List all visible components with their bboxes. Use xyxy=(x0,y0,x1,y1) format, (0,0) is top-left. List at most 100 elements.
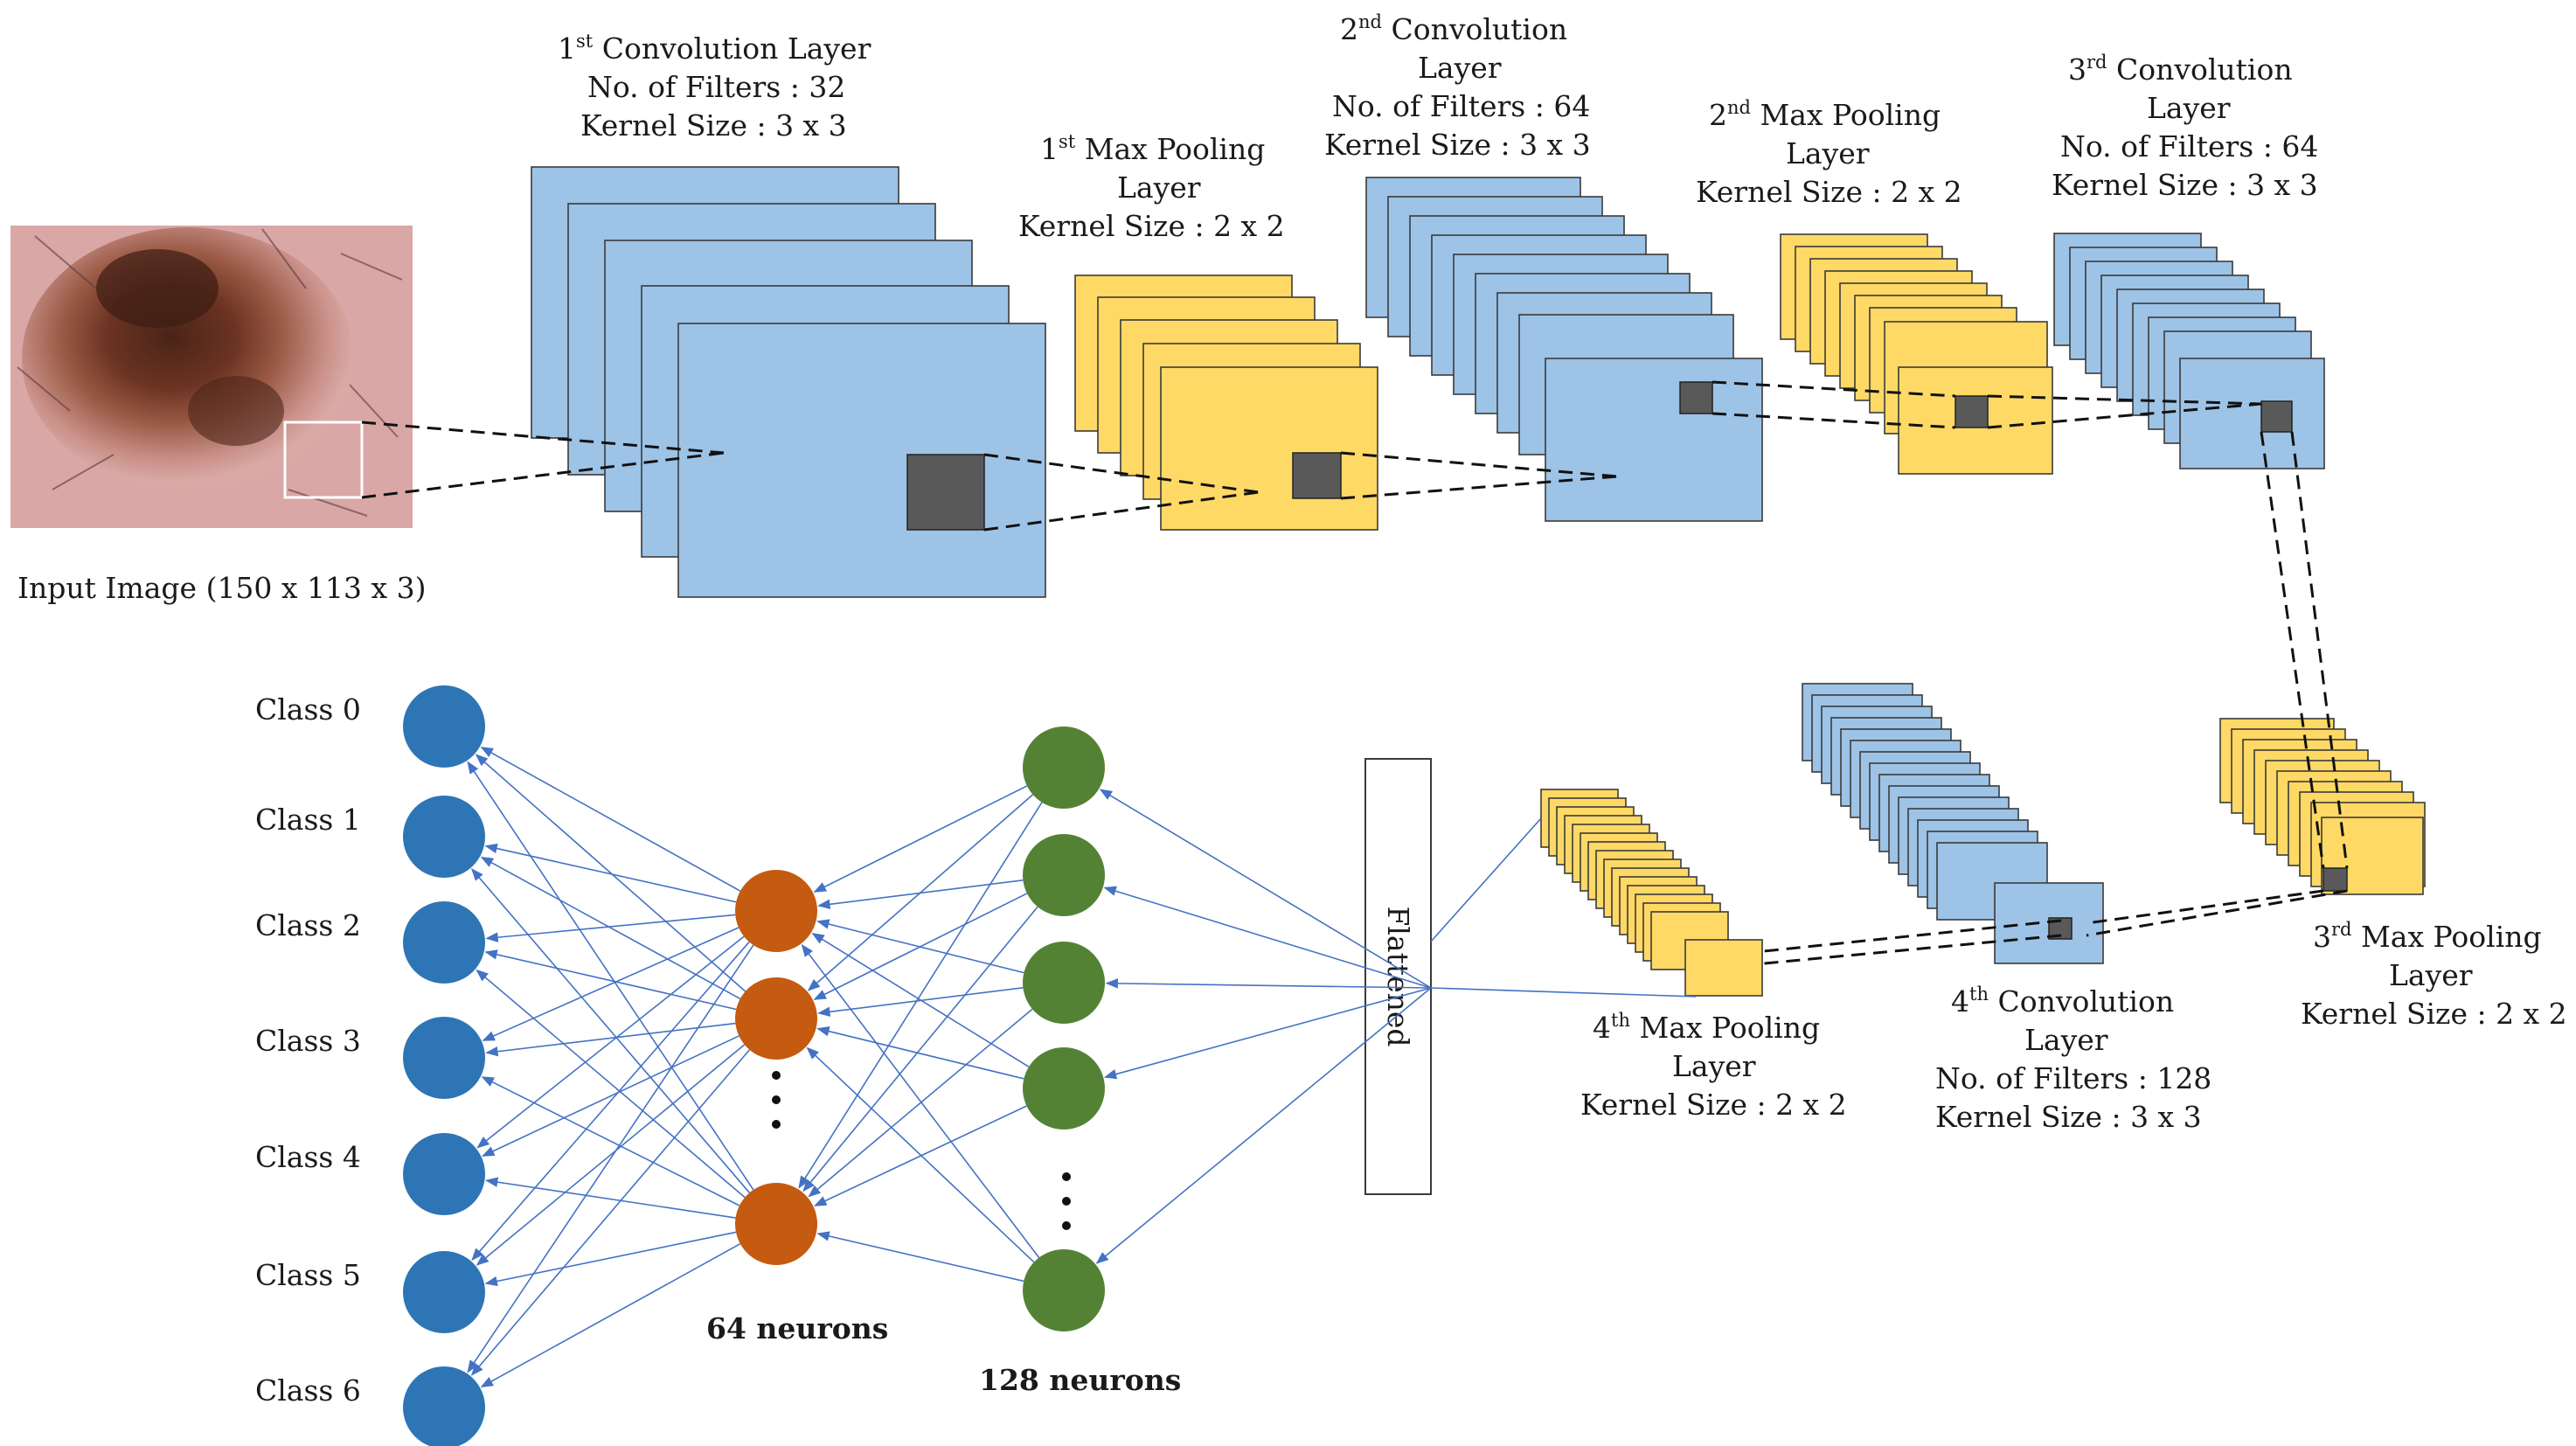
class-label-1: Class 1 xyxy=(255,803,361,837)
dense64-to-output-connection xyxy=(485,914,736,942)
projection-lines xyxy=(361,380,2349,965)
pool1-kernel: Kernel Size : 2 x 2 xyxy=(1018,209,1285,243)
dense-neurons xyxy=(403,685,1105,1446)
pool2-stack xyxy=(1780,233,2053,475)
pool2-line2: Layer xyxy=(1786,136,1870,170)
dense128-label: 128 neurons xyxy=(979,1363,1181,1397)
dense64-to-output-connection xyxy=(481,1076,740,1206)
pool1-title: 1st Max Pooling xyxy=(1040,131,1265,166)
dense64-to-output-connection xyxy=(480,1243,741,1387)
conv3-filters: No. of Filters : 64 xyxy=(2060,129,2318,163)
flatten-to-dense128-connection xyxy=(1095,987,1432,1264)
dense128-to-dense64-connection xyxy=(801,943,1040,1259)
output-neuron-3 xyxy=(403,1017,485,1099)
conv2-filters: No. of Filters : 64 xyxy=(1332,89,1590,123)
pool4-to-flatten-lines xyxy=(1430,817,1697,998)
output-neuron-5 xyxy=(403,1251,485,1333)
dense64-to-output-connection xyxy=(476,1044,746,1266)
conv1-stack xyxy=(531,166,1046,598)
conv4-title: 4th Convolution xyxy=(1951,984,2174,1018)
flatten-label: Flattened xyxy=(1381,906,1415,1046)
conv3-kernel: Kernel Size : 3 x 3 xyxy=(2052,168,2318,202)
class-label-2: Class 2 xyxy=(255,908,361,942)
class-labels: Class 0 Class 1 Class 2 Class 3 Class 4 Class… xyxy=(255,692,361,1408)
flatten-to-dense128-connection xyxy=(1103,987,1432,1080)
pool4-line2: Layer xyxy=(1672,1049,1756,1083)
dense64-to-output-connection xyxy=(480,856,741,1000)
flatten-to-dense128-connection xyxy=(1099,789,1432,989)
dense128-to-dense64-connection xyxy=(798,802,1043,1189)
dense128-to-dense64-connection xyxy=(811,932,1030,1068)
pool4-stack xyxy=(1540,789,1763,997)
dense-connections xyxy=(467,747,1432,1387)
pool2-title: 2nd Max Pooling xyxy=(1709,97,1941,132)
output-neuron-4 xyxy=(403,1133,485,1215)
dense64-label: 64 neurons xyxy=(706,1311,888,1345)
dense128-to-dense64-connection xyxy=(808,1008,1033,1198)
pool3-feature-patch xyxy=(2323,867,2348,892)
conv2-line2: Layer xyxy=(1418,51,1502,85)
dense128-neuron xyxy=(1023,1249,1105,1331)
conv4-line2: Layer xyxy=(2024,1023,2108,1057)
input-receptive-field xyxy=(283,421,364,499)
conv2-feature-patch xyxy=(1679,381,1713,414)
class-label-3: Class 3 xyxy=(255,1024,361,1058)
conv4-kernel: Kernel Size : 3 x 3 xyxy=(1935,1100,2202,1134)
conv2-stack xyxy=(1365,177,1763,522)
dense64-to-output-connection xyxy=(467,761,754,1191)
output-neuron-0 xyxy=(403,685,485,768)
flatten-to-dense128-connection xyxy=(1105,978,1432,989)
output-neuron-6 xyxy=(403,1366,485,1446)
output-neuron-1 xyxy=(403,796,485,878)
conv4-stack xyxy=(1802,683,2104,964)
dense128-to-dense64-connection xyxy=(816,1231,1024,1283)
pool3-stack xyxy=(2219,718,2426,895)
dense64-to-output-connection xyxy=(484,1231,737,1287)
conv3-line2: Layer xyxy=(2147,91,2231,125)
conv3-feature-patch xyxy=(2260,400,2293,433)
conv4-filters: No. of Filters : 128 xyxy=(1935,1061,2211,1095)
dense64-to-output-connection xyxy=(470,868,751,1193)
conv3-title: 3rd Convolution xyxy=(2068,52,2293,87)
dense64-to-output-connection xyxy=(476,969,746,1199)
conv3-stack xyxy=(2053,233,2325,469)
dense128-ellipsis xyxy=(1062,1172,1071,1230)
conv1-feature-patch xyxy=(906,454,985,531)
output-neuron-2 xyxy=(403,901,485,984)
dense64-neuron xyxy=(735,870,817,952)
dense64-to-output-connection xyxy=(471,941,750,1262)
class-label-6: Class 6 xyxy=(255,1373,361,1408)
pool4-title: 4th Max Pooling xyxy=(1593,1010,1820,1045)
dense64-to-output-connection xyxy=(485,1177,736,1219)
dense128-to-dense64-connection xyxy=(813,785,1028,893)
pool4-kernel: Kernel Size : 2 x 2 xyxy=(1580,1088,1847,1122)
dense128-to-dense64-connection xyxy=(816,919,1024,974)
conv1-filters: No. of Filters : 32 xyxy=(587,70,845,104)
class-label-5: Class 5 xyxy=(255,1258,361,1292)
dense64-to-output-connection xyxy=(470,1049,751,1376)
dense64-to-output-connection xyxy=(485,1022,736,1057)
pool1-line2: Layer xyxy=(1117,170,1201,205)
dense128-to-dense64-connection xyxy=(802,906,1038,1192)
class-label-4: Class 4 xyxy=(255,1140,361,1174)
dense128-to-dense64-connection xyxy=(817,879,1024,910)
conv2-kernel: Kernel Size : 3 x 3 xyxy=(1324,128,1591,162)
flatten-layer: Flattened xyxy=(1364,758,1432,1195)
dense128-to-dense64-connection xyxy=(806,1046,1035,1263)
flatten-to-dense128-connection xyxy=(1103,886,1432,989)
dense64-to-output-connection xyxy=(476,935,745,1149)
conv2-title: 2nd Convolution xyxy=(1340,11,1567,46)
dense128-to-dense64-connection xyxy=(816,1026,1024,1080)
pool3-title: 3rd Max Pooling xyxy=(2313,919,2542,954)
dense64-to-output-connection xyxy=(467,944,754,1373)
dense128-neuron xyxy=(1023,942,1105,1024)
pool3-kernel: Kernel Size : 2 x 2 xyxy=(2301,997,2567,1031)
dense64-to-output-connection xyxy=(480,747,741,892)
pool1-stack xyxy=(1074,275,1378,531)
dense64-to-output-connection xyxy=(482,927,739,1041)
conv1-title: 1st Convolution Layer xyxy=(558,31,871,66)
dense128-neuron xyxy=(1023,834,1105,916)
pool2-feature-patch xyxy=(1955,395,1989,428)
dense64-to-output-connection xyxy=(484,949,737,1011)
